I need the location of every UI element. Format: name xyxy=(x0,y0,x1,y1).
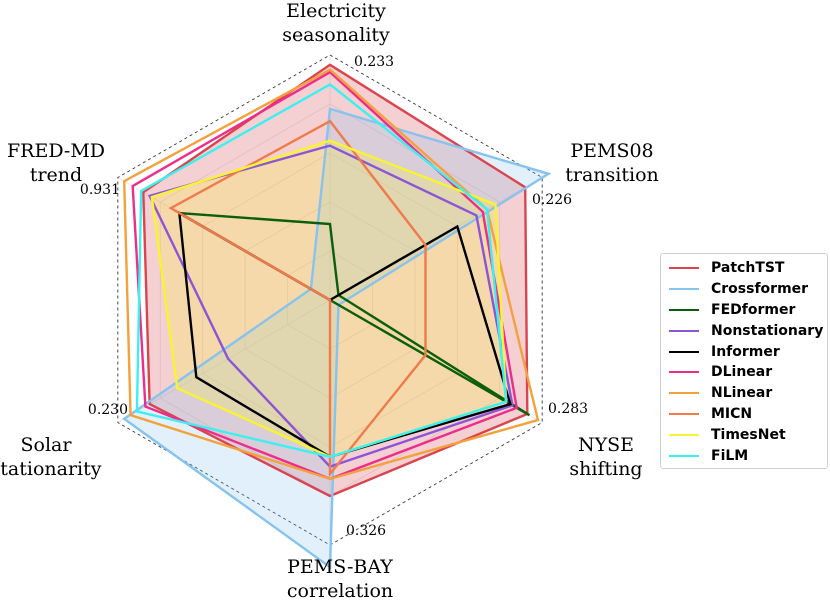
axis-title-line: correlation xyxy=(287,580,393,600)
legend-item: Informer xyxy=(661,341,827,362)
axis-max-label: 0.326 xyxy=(346,523,386,539)
legend-label: NLinear xyxy=(711,385,773,402)
axis-title-line: Electricity xyxy=(286,0,386,22)
legend-item: NLinear xyxy=(661,383,827,404)
series-line-fedformer xyxy=(178,211,531,417)
legend-swatch xyxy=(669,454,699,457)
axis-title-line: seasonality xyxy=(282,24,390,46)
legend-swatch xyxy=(669,329,699,332)
series-fill-patchtst xyxy=(143,64,528,497)
legend-swatch xyxy=(669,350,699,353)
legend-swatch xyxy=(669,371,699,374)
axis-title-line: PEMS08 xyxy=(570,140,653,162)
legend-item: TimesNet xyxy=(661,424,827,445)
legend-label: FEDformer xyxy=(711,301,796,318)
legend-label: TimesNet xyxy=(711,426,786,443)
axis-title-line: PEMS-BAY xyxy=(287,556,393,578)
legend-label: PatchTST xyxy=(711,260,785,277)
legend-item: FiLM xyxy=(661,445,827,466)
axis-title-line: FRED-MD xyxy=(7,140,105,162)
grid-spoke xyxy=(117,299,331,423)
series-lines xyxy=(122,63,552,570)
legend-label: FiLM xyxy=(711,447,749,464)
legend-swatch xyxy=(669,392,699,395)
legend-label: Nonstationary xyxy=(711,322,824,339)
legend-item: DLinear xyxy=(661,362,827,383)
legend-swatch xyxy=(669,433,699,436)
axis-title-line: Solar xyxy=(21,434,73,456)
legend-item: MICN xyxy=(661,404,827,425)
axis-max-label: 0.233 xyxy=(354,54,394,70)
legend-label: DLinear xyxy=(711,364,773,381)
axis-title: FRED-MD trend xyxy=(7,140,105,186)
legend-item: Crossformer xyxy=(661,279,827,300)
axis-max-label: 0.931 xyxy=(80,182,120,198)
axis-title: Solar stationarity xyxy=(0,434,102,480)
axis-labels: Electricity seasonality 0.233 PEMS08 transit… xyxy=(0,0,659,600)
legend-swatch xyxy=(669,267,699,270)
legend-swatch xyxy=(669,412,699,415)
axis-title-line: NYSE xyxy=(578,434,634,456)
legend-item: FEDformer xyxy=(661,300,827,321)
legend-swatch xyxy=(669,308,699,311)
legend-item: PatchTST xyxy=(661,258,827,279)
axis-title-line: stationarity xyxy=(0,458,102,480)
legend-label: Crossformer xyxy=(711,281,809,298)
axis-title: PEMS-BAY correlation xyxy=(287,556,393,600)
axis-title: PEMS08 transition xyxy=(565,140,659,186)
axis-title-line: trend xyxy=(30,164,82,186)
axis-title-line: transition xyxy=(565,164,659,186)
axis-title: NYSE shifting xyxy=(569,434,642,480)
axis-title-line: shifting xyxy=(569,458,642,480)
legend-label: Informer xyxy=(711,343,780,360)
legend-swatch xyxy=(669,288,699,291)
chart-legend: PatchTST Crossformer FEDformer Nonstationar… xyxy=(660,253,828,469)
legend-item: Nonstationary xyxy=(661,320,827,341)
legend-label: MICN xyxy=(711,405,753,422)
axis-title: Electricity seasonality xyxy=(282,0,390,46)
series-line-micn xyxy=(168,119,427,478)
axis-max-label: 0.230 xyxy=(88,402,128,418)
series-line-film xyxy=(135,82,508,459)
axis-max-label: 0.226 xyxy=(532,192,572,208)
axis-max-label: 0.283 xyxy=(548,401,588,417)
